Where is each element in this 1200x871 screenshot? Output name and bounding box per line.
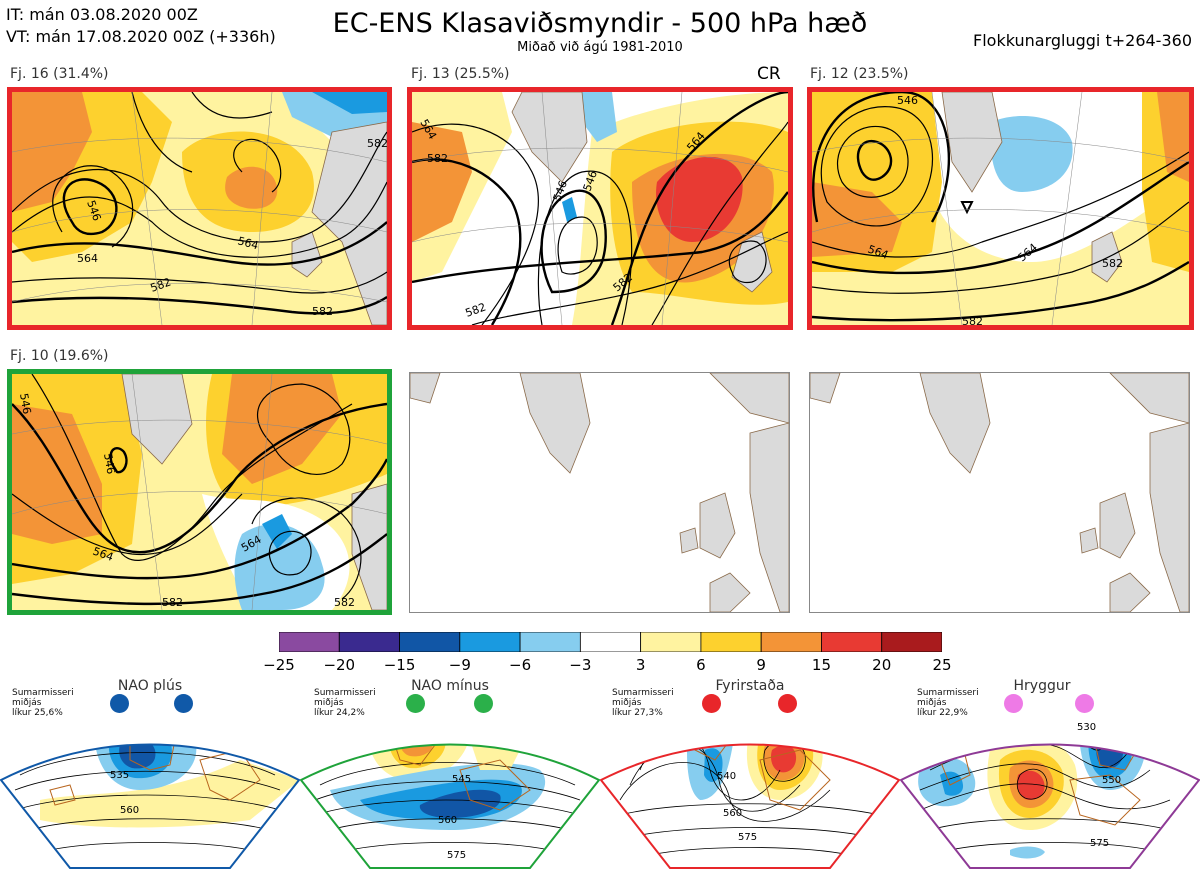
colorbar-swatch	[278, 631, 340, 653]
contour-label: 564	[236, 234, 260, 252]
regime-contour-label: 550	[1102, 775, 1121, 786]
colorbar-tick-label: −20	[323, 656, 356, 674]
colorbar-tick-label: 6	[696, 656, 706, 674]
regime-info-4: Sumarmisseri miðjás líkur 22,9%	[917, 688, 979, 718]
colorbar-tick-label: −3	[569, 656, 592, 674]
regime-contour-label: 540	[717, 771, 736, 782]
regime-contour-label: 575	[1090, 838, 1109, 849]
colorbar-swatch	[519, 631, 581, 653]
colorbar-tick-label: 20	[872, 656, 892, 674]
cluster-map-4: 546 546 564 564 582 582	[7, 369, 392, 615]
colorbar-swatches	[278, 631, 943, 653]
colorbar	[278, 631, 943, 653]
regime-contour-label: 560	[723, 808, 742, 819]
contour-label: 546	[897, 94, 918, 107]
contour-label: 582	[367, 137, 387, 150]
contour-label: 582	[427, 152, 448, 165]
regime-info-3: Sumarmisseri miðjás líkur 27,3%	[612, 688, 674, 718]
colorbar-tick-label: 3	[635, 656, 646, 674]
empty-map-5	[409, 372, 790, 613]
colorbar-tick-label: −25	[263, 656, 295, 674]
colorbar-tick-label: 15	[811, 656, 831, 674]
regime-info-1: Sumarmisseri miðjás líkur 25,6%	[12, 688, 74, 718]
initial-time: IT: mán 03.08.2020 00Z	[6, 5, 198, 24]
panel-label-1: Fj. 16 (31.4%)	[10, 66, 109, 82]
regime-title-1: NAO plús	[117, 678, 183, 694]
cluster-map-3: 546 564 564 582 582	[807, 87, 1194, 330]
panel-label-4: Fj. 10 (19.6%)	[10, 348, 109, 364]
regime-contour-label: 535	[110, 770, 129, 781]
colorbar-swatch	[640, 631, 702, 653]
colorbar-tick-label: −15	[383, 656, 416, 674]
contour-label: 582	[334, 596, 355, 609]
regime-marker-dot	[174, 694, 193, 713]
classification-window: Flokkunargluggi t+264-360	[973, 31, 1192, 50]
regime-marker-dot	[778, 694, 797, 713]
colorbar-tick-label: −6	[509, 656, 532, 674]
regime-contour-label: 530	[1077, 722, 1096, 733]
valid-time: VT: mán 17.08.2020 00Z (+336h)	[6, 27, 276, 46]
colorbar-swatch	[760, 631, 822, 653]
page-title: EC-ENS Klasaviðsmyndir - 500 hPa hæð	[332, 8, 868, 39]
contour-label: 582	[162, 596, 183, 609]
colorbar-tick-label: 9	[756, 656, 766, 674]
contour-label: 582	[962, 315, 983, 325]
regime-contour-label: 545	[452, 774, 471, 785]
cluster-map-2: 564 582 546 546 564 582 582	[407, 87, 793, 330]
regime-map-nao-plus: 535 560	[0, 743, 300, 869]
regime-contour-label: 575	[738, 832, 757, 843]
regime-contour-label: 560	[438, 815, 457, 826]
panel-label-2: Fj. 13 (25.5%)	[411, 66, 510, 82]
regime-contour-label: 575	[447, 850, 466, 861]
regime-marker-dot	[474, 694, 493, 713]
regime-marker-dot	[110, 694, 129, 713]
contour-label: 582	[312, 305, 333, 318]
regime-map-nao-minus: 545 560 575	[300, 743, 600, 869]
colorbar-swatch	[338, 631, 400, 653]
regime-title-2: NAO mínus	[411, 678, 489, 694]
contour-label: 582	[1102, 257, 1123, 270]
colorbar-swatch	[579, 631, 642, 653]
contour-label: 564	[77, 252, 98, 265]
colorbar-swatch	[399, 631, 461, 653]
panel-tag-cr: CR	[757, 64, 781, 84]
contour-label: 546	[101, 452, 117, 475]
regime-marker-dot	[702, 694, 721, 713]
colorbar-swatch	[700, 631, 762, 653]
regime-map-ridge: 530 550 575	[900, 722, 1200, 869]
colorbar-swatch	[459, 631, 521, 653]
regime-marker-dot	[1004, 694, 1023, 713]
contour-label: 546	[17, 392, 33, 415]
page-subtitle: Miðað við ágú 1981-2010	[517, 40, 683, 55]
regime-title-3: Fyrirstaða	[715, 678, 785, 694]
regime-title-4: Hryggur	[1013, 678, 1071, 694]
colorbar-tick-label: −9	[448, 656, 471, 674]
cluster-map-1: 546 564 564 582 582 582	[7, 87, 392, 330]
regime-marker-dot	[406, 694, 425, 713]
header-info: IT: mán 03.08.2020 00Z VT: mán 17.08.202…	[6, 4, 276, 48]
regime-marker-dot	[1075, 694, 1094, 713]
colorbar-swatch	[821, 631, 883, 653]
empty-map-6	[809, 372, 1190, 613]
regime-contour-label: 560	[120, 805, 139, 816]
panel-label-3: Fj. 12 (23.5%)	[810, 66, 909, 82]
regime-map-blocking: 540 560 575	[600, 743, 900, 869]
colorbar-swatch	[881, 631, 943, 653]
colorbar-tick-label: 25	[932, 656, 952, 674]
regime-info-2: Sumarmisseri miðjás líkur 24,2%	[314, 688, 376, 718]
